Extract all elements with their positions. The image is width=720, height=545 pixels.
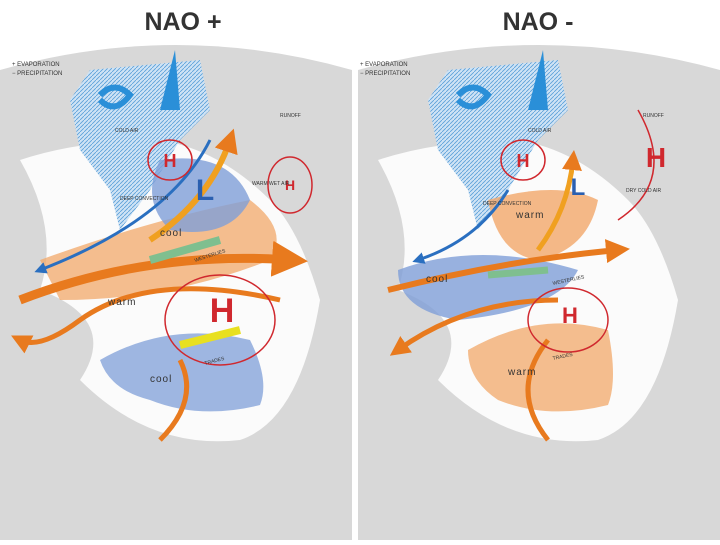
region-label: warm: [107, 297, 136, 308]
wind-label: TRADES: [204, 356, 226, 367]
panel-left: NAO + + EVAPORATION − PRECIPITATION H L …: [0, 0, 352, 540]
pressure-label: L: [571, 174, 586, 201]
map-note: DEEP CONVECTION: [120, 196, 169, 202]
current-arrow: [387, 239, 630, 293]
panel-right: NAO - + EVAPORATION − PRECIPITATION H L …: [358, 0, 720, 540]
map-note: COLD AIR: [115, 128, 139, 134]
circulation-arrow: [528, 50, 548, 110]
region-label: warm: [515, 210, 544, 221]
current-arrow: [34, 139, 212, 274]
current-arrow: [158, 358, 190, 442]
map-note: DRY COLD AIR: [626, 188, 661, 194]
title: NAO +: [144, 8, 221, 36]
pressure-label: H: [164, 151, 177, 171]
pressure-contour: [500, 139, 546, 181]
region-label: cool: [426, 274, 448, 285]
map-note: COLD AIR: [528, 128, 552, 134]
region-label: cool: [160, 228, 182, 239]
legend-item: + EVAPORATION: [360, 62, 408, 68]
current-arrow: [525, 338, 550, 442]
map-note: RUNOFF: [280, 113, 301, 119]
current-arrow: [412, 189, 510, 264]
pressure-label: H: [517, 151, 530, 171]
region-label: warm: [507, 367, 536, 378]
map-note: DEEP CONVECTION: [483, 201, 532, 207]
circulation-arrow: [97, 84, 134, 110]
pressure-contour: [147, 139, 193, 181]
warm-anomaly: [488, 190, 598, 260]
circulation-arrow: [160, 50, 180, 110]
current-arrow: [18, 240, 308, 305]
warm-anomaly: [468, 323, 613, 412]
pressure-contour: [267, 156, 313, 214]
pressure-contour: [527, 287, 609, 353]
pressure-label: H: [562, 303, 578, 328]
legend-item: + EVAPORATION: [12, 62, 60, 68]
pressure-contour: [164, 274, 276, 366]
region-label: cool: [150, 374, 172, 385]
current-arrow: [535, 150, 582, 252]
current-arrow: [148, 128, 238, 243]
current-arrow: [11, 286, 281, 354]
legend-item: − PRECIPITATION: [12, 71, 62, 77]
map-note: RUNOFF: [643, 113, 664, 119]
map-note: WARM WET AIR: [252, 181, 290, 187]
wind-label: TRADES: [552, 352, 574, 362]
pressure-label: H: [210, 292, 235, 330]
trades-arrow: [179, 326, 241, 349]
title: NAO -: [503, 8, 574, 36]
westerlies-arrow: [487, 266, 549, 279]
cool-anomaly: [100, 333, 264, 412]
pressure-label: H: [646, 142, 666, 173]
pressure-contour: [617, 109, 655, 221]
westerlies-arrow: [148, 236, 222, 264]
circulation-arrow: [455, 84, 492, 110]
pressure-label: H: [285, 177, 295, 193]
pressure-label: L: [196, 174, 214, 207]
legend-item: − PRECIPITATION: [360, 71, 410, 77]
